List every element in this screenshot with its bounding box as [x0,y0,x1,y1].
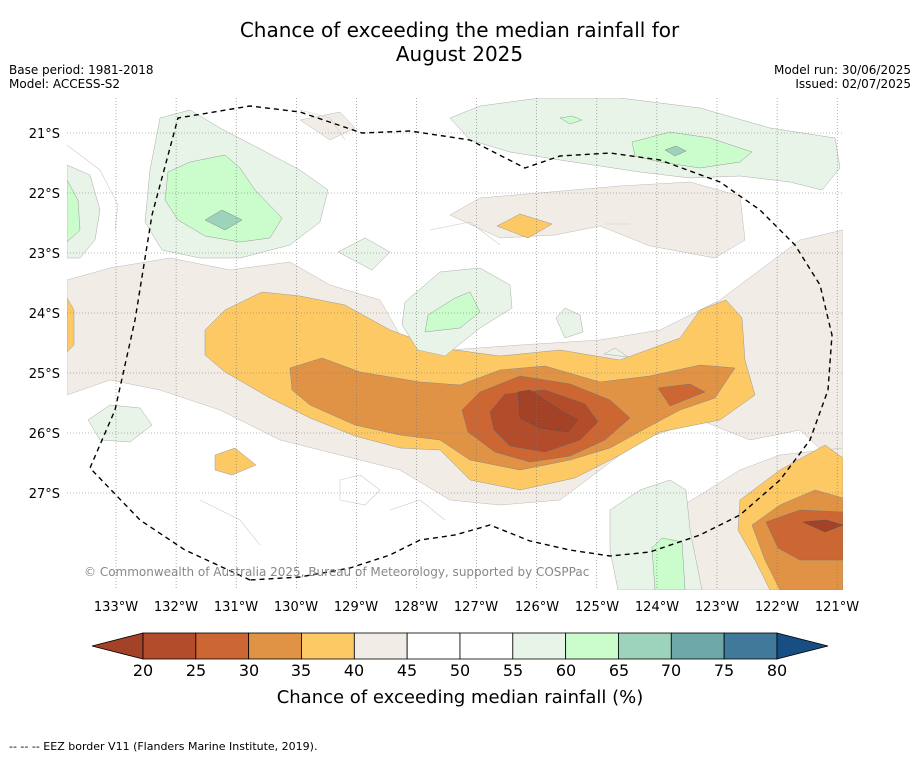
lon-label: 133°W [94,600,138,615]
lon-label: 121°W [815,600,859,615]
contour-55-60-small [337,237,391,271]
map-field [67,98,843,590]
lon-label: 122°W [755,600,799,615]
colorbar-tick: 40 [344,661,364,680]
lon-label: 132°W [154,600,198,615]
colorbar-swatch [406,632,461,660]
model-info: Base period: 1981-2018 Model: ACCESS-S2 [9,63,154,91]
colorbar-tick: 60 [556,661,576,680]
colorbar-swatch [301,632,355,660]
run-info: Model run: 30/06/2025 Issued: 02/07/2025 [774,63,911,91]
contour-25-30-east [657,383,706,407]
contour-60-65-central [424,291,481,333]
contour-60-65-south [651,537,686,590]
colorbar-tick: 45 [397,661,417,680]
contour-60-65-west-edge [67,179,81,243]
lat-label: 23°S [29,247,60,262]
colorbar-swatch [459,632,514,660]
map-title: Chance of exceeding the median rainfall … [0,18,919,66]
model-run: Model run: 30/06/2025 [773,63,911,77]
title-line-1: Chance of exceeding the median rainfall … [239,18,680,42]
lon-label: 124°W [635,600,679,615]
lon-label: 126°W [515,600,559,615]
colorbar-label: Chance of exceeding median rainfall (%) [277,687,644,708]
colorbar-swatch [618,632,672,660]
lon-label: 129°W [334,600,378,615]
colorbar: 20 25 30 35 40 45 50 55 60 65 70 75 80 C… [91,632,829,708]
contour-60-65-northwest [164,154,283,243]
colorbar-swatch [353,632,408,660]
colorbar-extend-low [91,632,144,660]
contour-below-20 [517,389,579,433]
contour-40-45-top [299,111,356,141]
colorbar-tick: 65 [609,661,629,680]
eez-footnote: -- -- -- EEZ border V11 (Flanders Marine… [9,740,318,753]
colorbar-tick: 20 [133,661,153,680]
lon-label: 128°W [394,600,438,615]
colorbar-swatch [195,632,250,660]
colorbar-swatch [248,632,302,660]
base-period: Base period: 1981-2018 [9,63,154,77]
contour-lines [67,109,630,546]
contour-65-70-northeast [664,145,687,157]
lon-label: 125°W [575,600,619,615]
colorbar-tick: 75 [714,661,734,680]
title-line-2: August 2025 [395,42,524,66]
issued-date: Issued: 02/07/2025 [795,77,911,91]
colorbar-tick: 50 [450,661,470,680]
lat-label: 25°S [29,367,60,382]
lon-label: 131°W [214,600,258,615]
colorbar-swatch [723,632,778,660]
contour-35-40-west-edge [67,297,75,353]
colorbar-swatch [142,632,197,660]
contour-55-60-west-edge [67,164,101,259]
contour-40-45-north [449,181,746,259]
contour-20-25-southeast [802,519,843,533]
lat-label: 22°S [29,187,60,202]
contour-65-70-northwest [204,209,243,231]
colorbar-tick: 35 [291,661,311,680]
colorbar-tick: 70 [661,661,681,680]
grid [67,98,843,590]
contour-55-60-east-small [555,307,584,339]
colorbar-tick: 80 [767,661,787,680]
contour-55-60-east-tiny [603,347,629,358]
contour-35-40-small-southwest [214,447,257,476]
lon-label: 123°W [695,600,739,615]
colorbar-swatch [512,632,567,660]
contour-35-40-small-north [496,213,553,239]
latitude-labels: 21°S 22°S 23°S 24°S 25°S 26°S 27°S [29,127,60,502]
colorbar-tick: 25 [186,661,206,680]
eez-border [89,105,833,581]
contour-60-65-tiny [559,115,583,125]
colorbar-tick: 55 [503,661,523,680]
lon-label: 127°W [454,600,498,615]
lon-label: 130°W [274,600,318,615]
colorbar-swatch [670,632,725,660]
colorbar-ticks: 20 25 30 35 40 45 50 55 60 65 70 75 80 [133,661,787,680]
lat-label: 21°S [29,127,60,142]
lat-label: 26°S [29,427,60,442]
model-name: Model: ACCESS-S2 [9,77,121,91]
colorbar-tick: 30 [239,661,259,680]
copyright-text: © Commonwealth of Australia 2025, Bureau… [84,565,589,579]
lat-label: 24°S [29,307,60,322]
longitude-labels: 133°W 132°W 131°W 130°W 129°W 128°W 127°… [94,600,859,615]
colorbar-extend-high [776,632,829,660]
lat-label: 27°S [29,487,60,502]
colorbar-swatch [565,632,619,660]
